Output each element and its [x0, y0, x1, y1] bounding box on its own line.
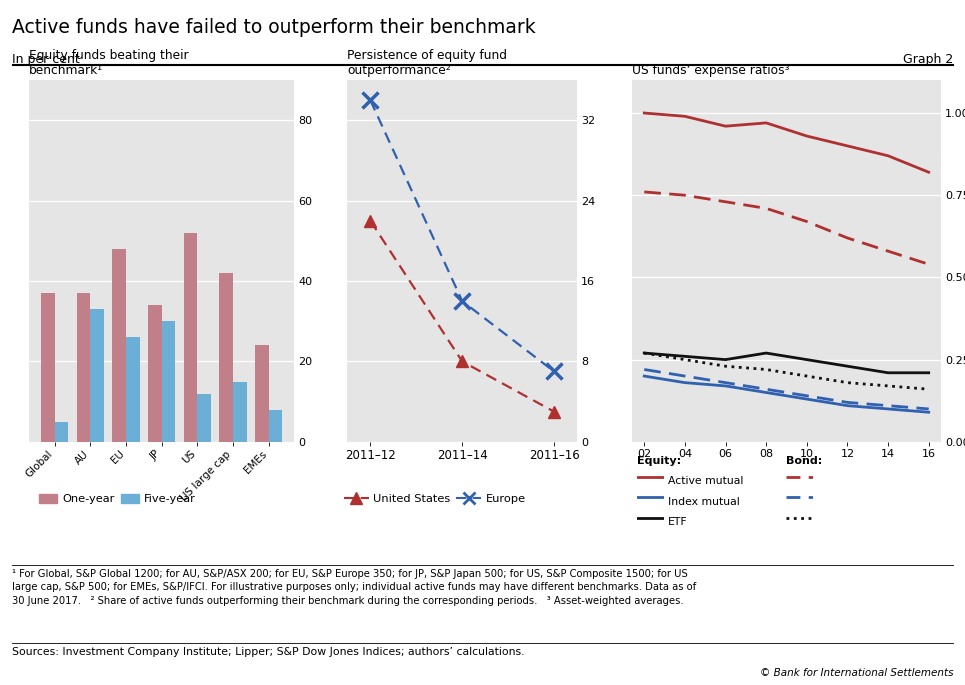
Text: Index mutual: Index mutual: [668, 497, 739, 507]
Bar: [255, 345, 268, 442]
Bar: [148, 306, 162, 442]
Text: Sources: Investment Company Institute; Lipper; S&P Dow Jones Indices; authors’ c: Sources: Investment Company Institute; L…: [12, 647, 524, 657]
Text: ¹ For Global, S&P Global 1200; for AU, S&P/ASX 200; for EU, S&P Europe 350; for : ¹ For Global, S&P Global 1200; for AU, S…: [12, 569, 696, 606]
Text: Equity:: Equity:: [637, 456, 681, 466]
Bar: [162, 321, 176, 442]
Bar: [233, 382, 247, 442]
Text: Persistence of equity fund
outperformance²: Persistence of equity fund outperformanc…: [347, 49, 508, 77]
Bar: [268, 410, 283, 442]
Text: In per cent: In per cent: [12, 53, 79, 66]
Bar: [112, 249, 126, 442]
Text: Active mutual: Active mutual: [668, 476, 743, 486]
Text: Active funds have failed to outperform their benchmark: Active funds have failed to outperform t…: [12, 18, 536, 37]
Bar: [197, 394, 211, 442]
Text: ETF: ETF: [668, 517, 687, 527]
Text: © Bank for International Settlements: © Bank for International Settlements: [759, 668, 953, 678]
Text: Graph 2: Graph 2: [903, 53, 953, 66]
Bar: [219, 273, 233, 442]
Bar: [55, 422, 69, 442]
Text: Equity funds beating their
benchmark¹: Equity funds beating their benchmark¹: [29, 49, 188, 77]
Text: US funds’ expense ratios³: US funds’ expense ratios³: [632, 64, 789, 77]
Legend: One-year, Five-year: One-year, Five-year: [35, 489, 201, 509]
Bar: [183, 233, 197, 442]
Legend: United States, Europe: United States, Europe: [340, 489, 531, 509]
Text: Bond:: Bond:: [786, 456, 823, 466]
Bar: [41, 293, 55, 442]
Bar: [91, 309, 104, 442]
Bar: [76, 293, 91, 442]
Bar: [126, 337, 140, 442]
